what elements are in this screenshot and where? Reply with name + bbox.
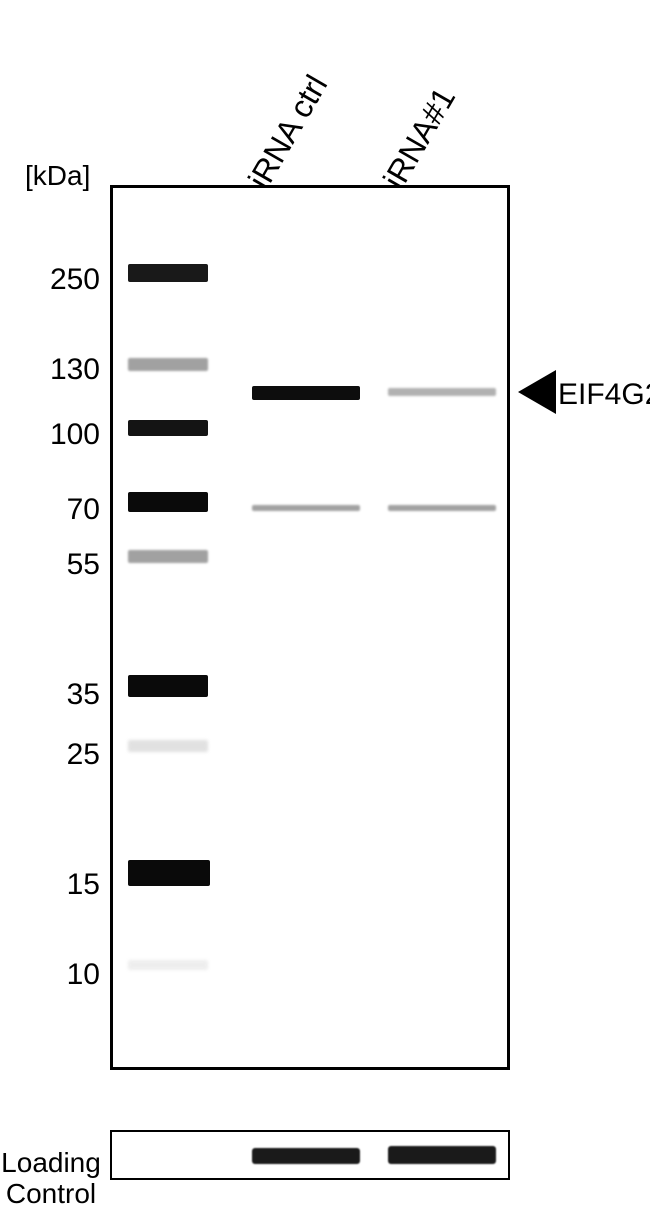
mw-55: 55 bbox=[40, 548, 100, 582]
blot-membrane bbox=[110, 185, 510, 1070]
mw-130: 130 bbox=[40, 353, 100, 387]
ladder-band bbox=[128, 860, 210, 886]
ladder-band bbox=[128, 740, 208, 752]
ladder-band bbox=[128, 420, 208, 436]
axis-unit-label: [kDa] bbox=[25, 160, 90, 192]
mw-35: 35 bbox=[40, 678, 100, 712]
ladder-band bbox=[128, 264, 208, 282]
ladder-band bbox=[128, 675, 208, 697]
ladder-band bbox=[128, 550, 208, 563]
loading-control-band-sirna bbox=[388, 1146, 496, 1164]
nonspecific-band-ctrl bbox=[252, 505, 360, 511]
mw-100: 100 bbox=[40, 418, 100, 452]
eif4g2-band-sirna bbox=[388, 388, 496, 396]
target-arrow-icon bbox=[518, 370, 556, 414]
nonspecific-band-sirna bbox=[388, 505, 496, 511]
eif4g2-band-ctrl bbox=[252, 386, 360, 400]
loading-control-label: Loading Control bbox=[0, 1148, 107, 1210]
ladder-band bbox=[128, 358, 208, 371]
mw-10: 10 bbox=[40, 958, 100, 992]
ladder-band bbox=[128, 492, 208, 512]
mw-25: 25 bbox=[40, 738, 100, 772]
mw-15: 15 bbox=[40, 868, 100, 902]
loading-control-band-ctrl bbox=[252, 1148, 360, 1164]
mw-250: 250 bbox=[40, 263, 100, 297]
target-label: EIF4G2 bbox=[558, 378, 650, 412]
ladder-band bbox=[128, 960, 208, 970]
mw-70: 70 bbox=[40, 493, 100, 527]
western-blot-figure: { "axis": { "unit_label": "[kDa]", "unit… bbox=[0, 0, 650, 1210]
